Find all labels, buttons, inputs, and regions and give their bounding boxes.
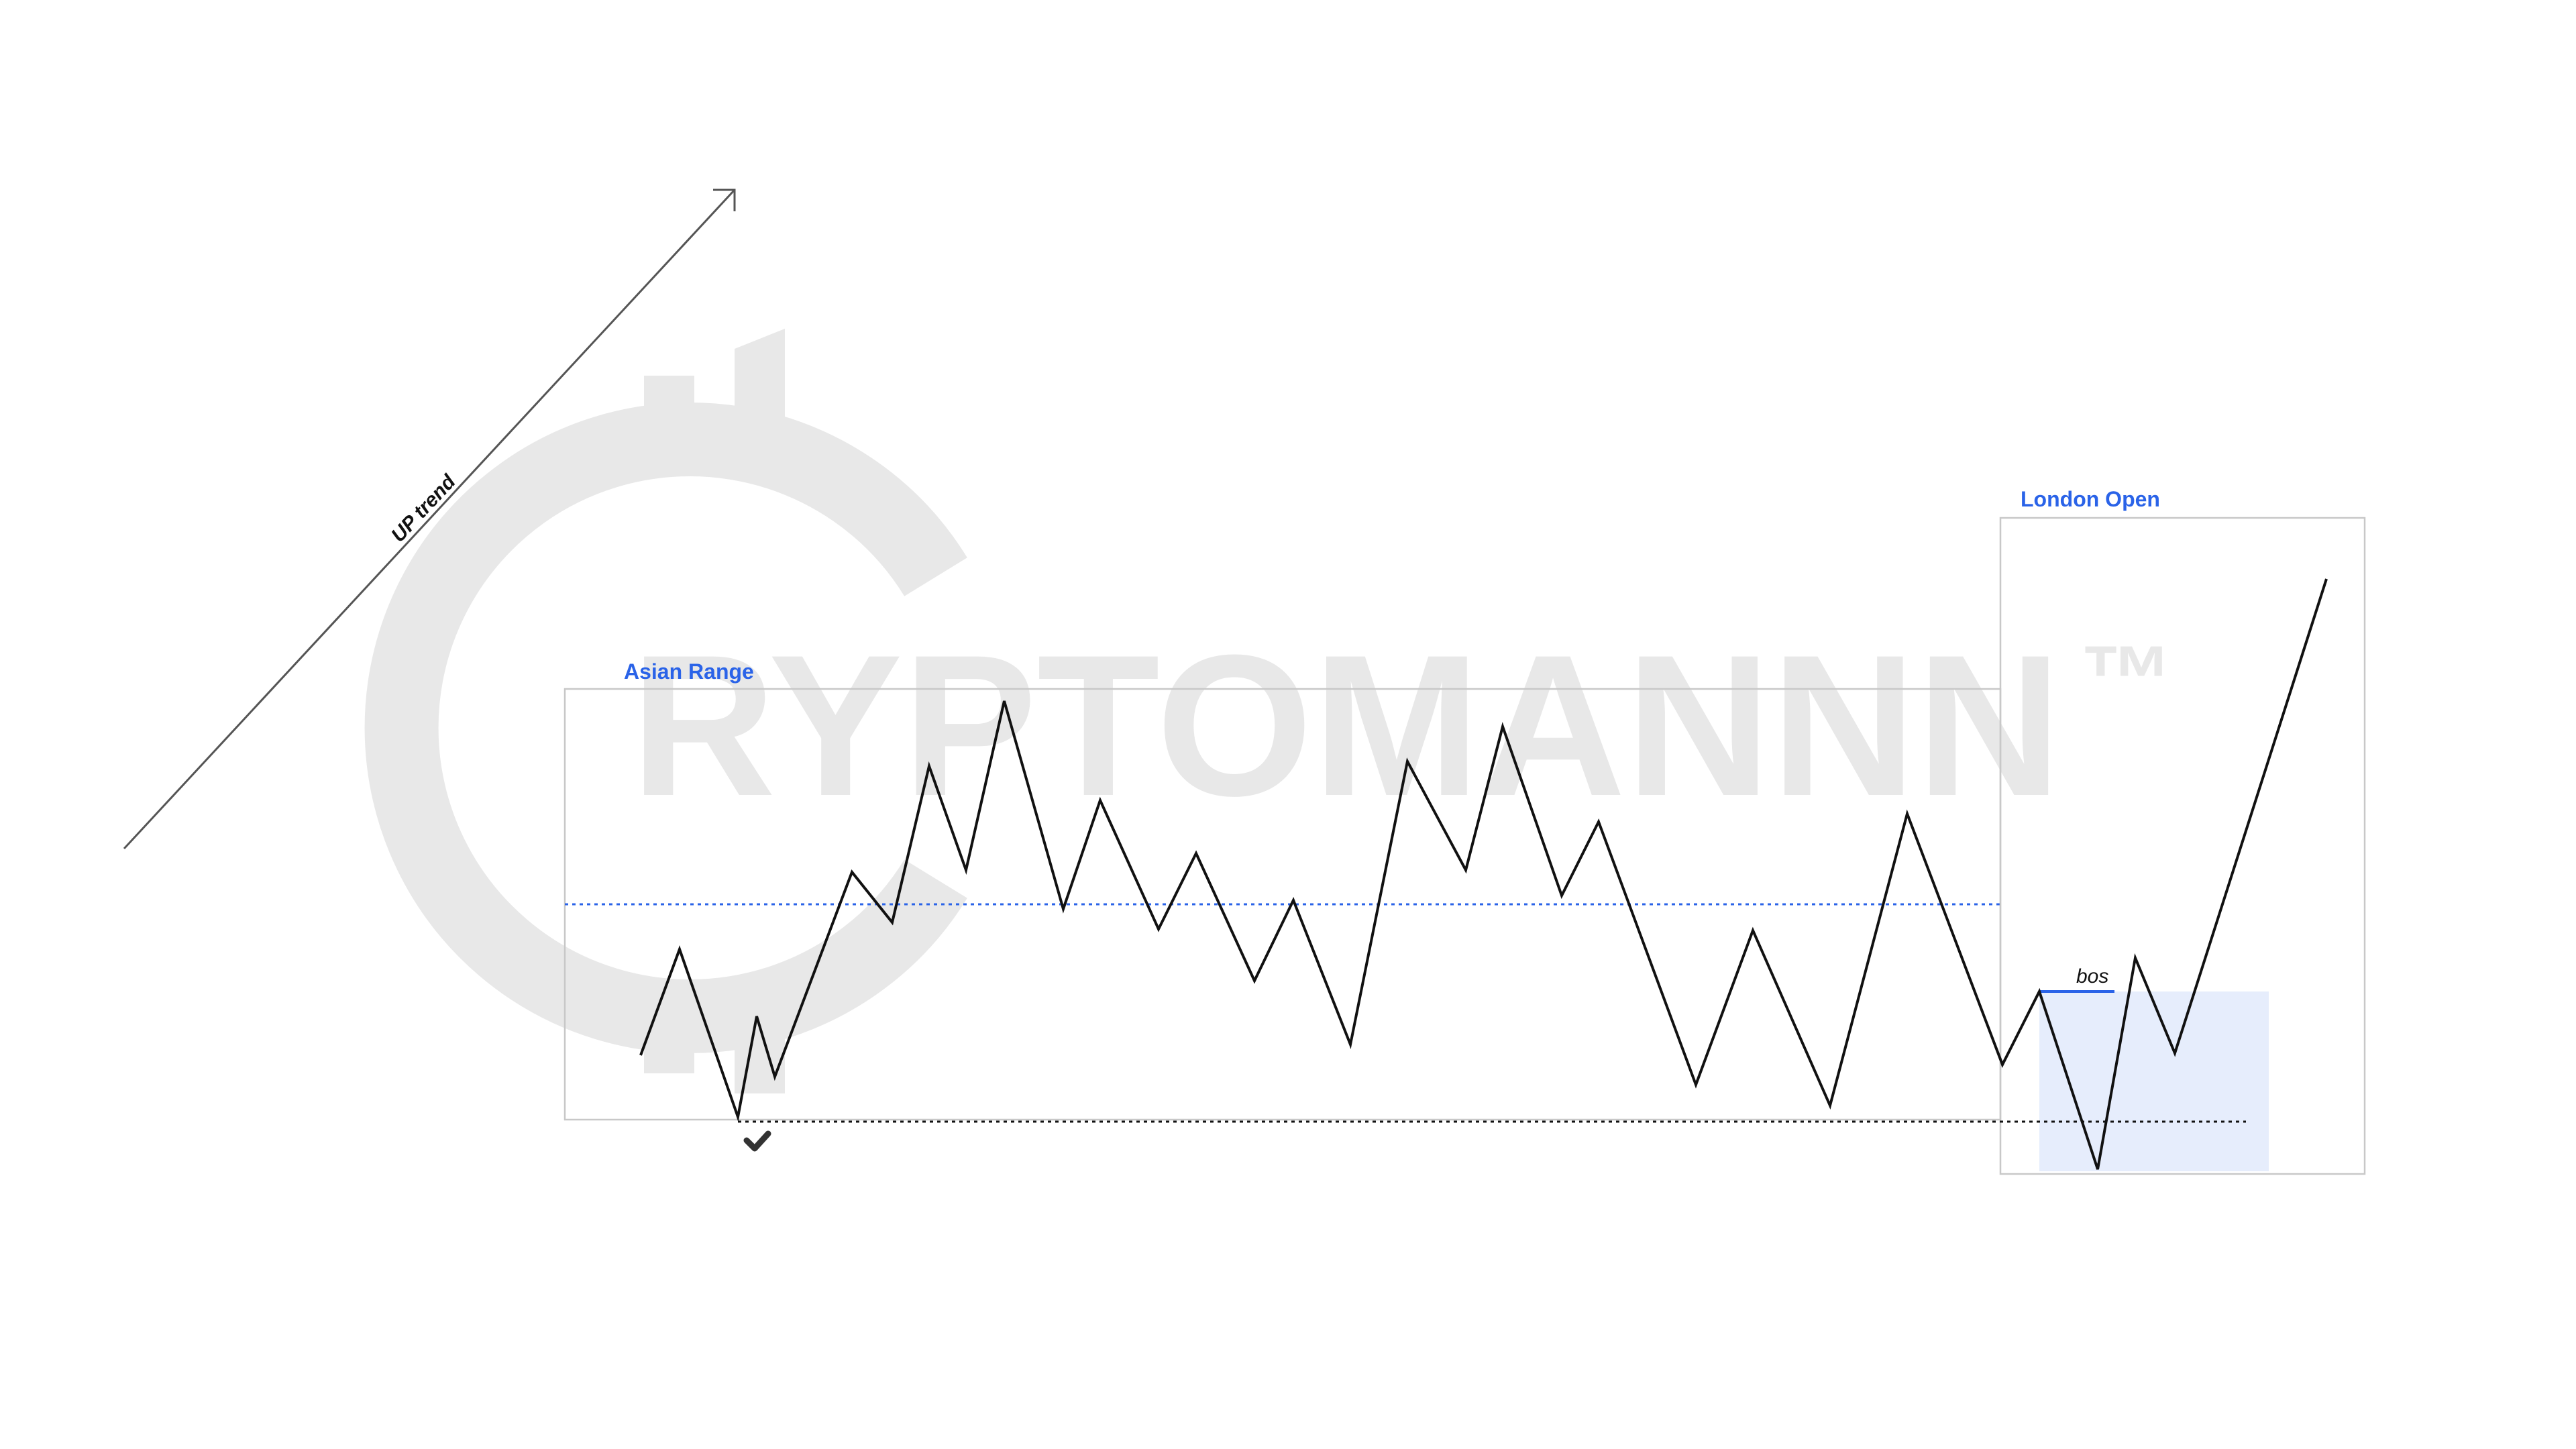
- check-icon: [743, 1130, 771, 1152]
- london-open-label: London Open: [2021, 487, 2160, 511]
- asian-range-label: Asian Range: [624, 659, 754, 684]
- watermark-logo: RYPTOMANNN ™: [364, 329, 2174, 1093]
- uptrend-arrow-line: [123, 189, 736, 850]
- watermark-bar-bottom-right: [735, 993, 785, 1093]
- watermark-bar-top-left: [644, 376, 694, 470]
- watermark-bar-bottom-left: [644, 993, 694, 1073]
- watermark-tm: ™: [2080, 626, 2174, 731]
- uptrend-arrow-head: [713, 189, 736, 211]
- price-path: [639, 578, 2328, 1170]
- london-open-rect: [1999, 517, 2366, 1175]
- bos-label: bos: [2076, 965, 2108, 987]
- watermark-bar-top-right: [735, 329, 785, 463]
- demand-zone: [2039, 991, 2269, 1171]
- london-open-box: London Open bos: [1999, 487, 2366, 1175]
- watermark-text: RYPTOMANNN: [631, 612, 2061, 838]
